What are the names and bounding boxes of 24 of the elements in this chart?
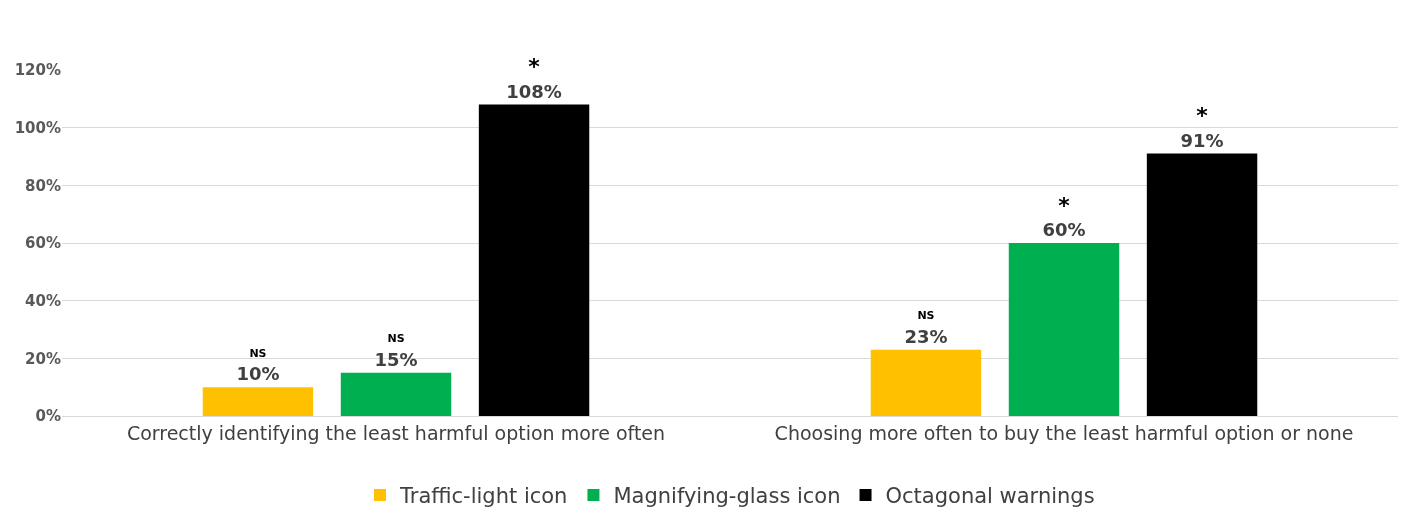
y-tick-label: 20% bbox=[25, 349, 61, 368]
data-label: * 91% bbox=[1180, 103, 1224, 151]
legend-label: Magnifying-glass icon bbox=[613, 484, 841, 509]
y-tick-label: 100% bbox=[14, 118, 61, 137]
bar bbox=[1146, 153, 1258, 416]
data-label: NS 10% bbox=[236, 346, 280, 385]
y-tick-label: 60% bbox=[25, 234, 61, 253]
legend-label: Traffic-light icon bbox=[399, 484, 568, 509]
y-tick-label: 120% bbox=[14, 61, 61, 80]
data-label: * 108% bbox=[506, 54, 562, 102]
y-tick-label: 80% bbox=[25, 176, 61, 195]
data-label: * 60% bbox=[1042, 192, 1086, 240]
bar bbox=[870, 349, 982, 416]
bar bbox=[202, 387, 314, 416]
x-tick-label: Choosing more often to buy the least harmful option or none bbox=[774, 421, 1354, 444]
bar bbox=[1008, 243, 1120, 416]
bar bbox=[340, 372, 452, 416]
y-tick-label: 40% bbox=[25, 291, 61, 310]
bar bbox=[478, 104, 590, 416]
y-tick-label: 0% bbox=[35, 407, 61, 426]
x-tick-label: Correctly identifying the least harmful option more often bbox=[126, 421, 666, 444]
legend-label: Octagonal warnings bbox=[885, 484, 1095, 509]
data-label: NS 15% bbox=[374, 332, 418, 370]
data-label: NS 23% bbox=[904, 309, 948, 347]
